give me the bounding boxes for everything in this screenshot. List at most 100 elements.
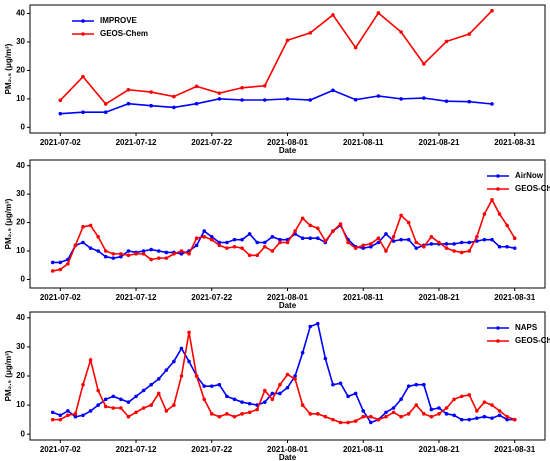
data-point (172, 252, 176, 256)
data-point (300, 403, 305, 407)
data-point (103, 102, 108, 106)
x-axis-label: Date (279, 453, 297, 461)
data-point (262, 244, 267, 249)
data-point (202, 384, 206, 388)
y-axis-label: PM₂.₅ (μg/m³) (4, 350, 13, 401)
data-point (126, 400, 131, 404)
data-point (391, 235, 396, 239)
data-point (58, 260, 63, 265)
data-point (81, 413, 85, 418)
data-point (331, 13, 335, 17)
data-point (172, 359, 176, 364)
data-point (399, 397, 403, 402)
data-point (512, 417, 517, 422)
data-point (96, 388, 100, 393)
data-point (361, 414, 366, 419)
data-point (156, 391, 161, 396)
legend-marker (496, 326, 500, 330)
data-point (119, 252, 123, 256)
data-point (179, 249, 184, 253)
data-point (141, 388, 146, 393)
x-tick-label: 2021-08-01 (267, 293, 308, 302)
data-point (482, 212, 487, 216)
data-point (164, 368, 169, 372)
data-point (475, 409, 479, 413)
data-point (444, 406, 449, 410)
data-point (308, 324, 313, 329)
x-tick-label: 2021-08-11 (343, 138, 384, 147)
data-point (338, 420, 343, 425)
data-point (459, 240, 464, 245)
data-point (88, 223, 93, 228)
data-point (300, 350, 305, 355)
data-point (490, 416, 494, 420)
data-point (209, 235, 214, 239)
legend-marker (81, 19, 85, 23)
data-point (331, 382, 335, 387)
data-point (315, 226, 320, 231)
legend-label: AirNow (515, 171, 544, 180)
data-point (126, 414, 131, 419)
y-tick-label: 40 (16, 9, 25, 18)
y-tick-label: 20 (16, 66, 25, 75)
legend-marker (81, 32, 85, 36)
data-point (285, 385, 290, 390)
data-point (126, 87, 131, 92)
data-point (482, 400, 487, 404)
data-point (58, 267, 63, 272)
y-tick-label: 10 (16, 400, 25, 409)
data-point (149, 257, 153, 262)
y-tick-label: 10 (16, 94, 25, 103)
data-point (247, 410, 252, 415)
data-point (240, 400, 244, 404)
data-point (172, 94, 176, 99)
y-axis-label: PM₂.₅ (μg/m³) (4, 198, 13, 249)
data-point (187, 252, 191, 256)
data-point (240, 98, 244, 102)
data-point (512, 246, 517, 250)
data-point (459, 250, 464, 255)
data-point (414, 240, 419, 245)
data-point (149, 103, 153, 108)
data-point (58, 98, 63, 103)
data-point (406, 237, 411, 242)
data-point (467, 32, 472, 36)
data-point (255, 253, 260, 258)
data-point (444, 412, 449, 416)
data-point (353, 45, 358, 50)
data-point (308, 223, 313, 228)
data-point (164, 409, 169, 413)
data-point (406, 384, 411, 388)
data-point (278, 391, 282, 396)
x-tick-label: 2021-08-31 (494, 445, 535, 454)
data-point (255, 240, 260, 245)
data-point (414, 246, 419, 250)
data-point (73, 243, 78, 248)
data-point (505, 223, 509, 228)
data-point (50, 260, 55, 265)
data-point (384, 249, 388, 253)
data-point (391, 410, 396, 415)
data-point (103, 249, 108, 253)
data-point (376, 417, 381, 422)
x-tick-label: 2021-07-22 (191, 293, 232, 302)
data-point (422, 412, 426, 416)
data-point (194, 243, 199, 248)
data-point (232, 414, 237, 419)
data-point (209, 412, 214, 416)
data-point (103, 110, 108, 115)
data-point (141, 249, 146, 253)
data-point (429, 407, 434, 412)
data-point (452, 413, 456, 418)
data-point (172, 403, 176, 407)
x-tick-label: 2021-07-02 (40, 445, 81, 454)
data-point (103, 397, 108, 402)
plot-frame (29, 159, 546, 289)
data-point (225, 412, 229, 416)
data-point (126, 101, 131, 106)
data-point (194, 374, 199, 378)
data-point (285, 97, 290, 101)
data-point (119, 254, 123, 259)
data-point (73, 414, 78, 419)
data-point (467, 417, 472, 422)
